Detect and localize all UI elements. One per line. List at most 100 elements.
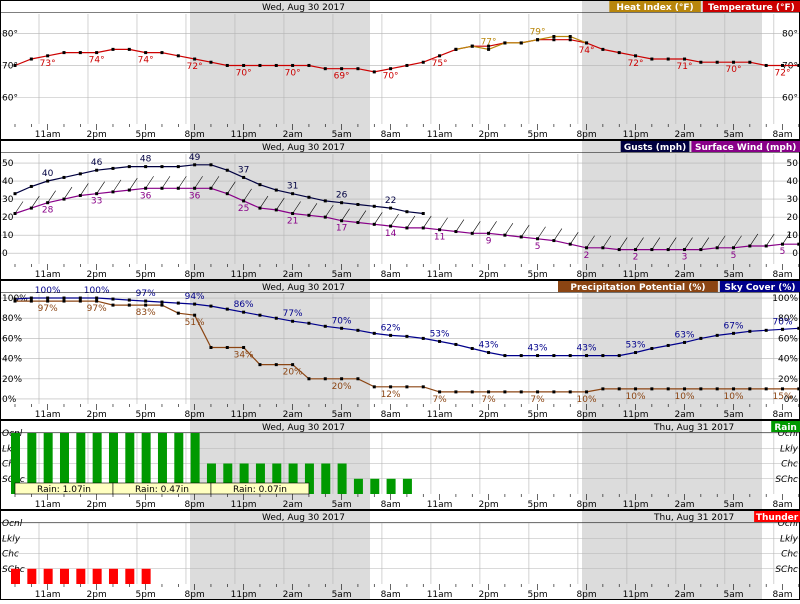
data-point: [503, 390, 507, 394]
data-point: [797, 63, 800, 67]
rain-amount-label: Rain: 0.07in: [233, 485, 287, 495]
x-tick-label: 11pm: [623, 130, 649, 140]
x-tick-label: 5am: [724, 130, 744, 140]
x-tick-label: 2am: [283, 590, 303, 600]
data-point: [601, 387, 605, 391]
data-point: [683, 340, 687, 344]
data-point: [274, 316, 278, 320]
data-point: [13, 299, 17, 303]
y-tick-label-right: Lkly: [780, 534, 799, 544]
data-point: [519, 390, 523, 394]
wind-barb-icon: [716, 235, 726, 248]
data-point: [340, 377, 344, 381]
data-point: [225, 168, 229, 172]
data-point: [193, 163, 197, 167]
data-label: 11: [434, 233, 445, 243]
y-tick-label-left: Ocnl: [2, 519, 23, 529]
data-point: [536, 354, 540, 358]
data-point: [438, 54, 442, 58]
data-point: [209, 345, 213, 349]
data-point: [372, 70, 376, 74]
night-band: [582, 510, 762, 600]
bar-rain: [288, 463, 298, 494]
night-band: [190, 140, 370, 280]
data-label: 43%: [528, 344, 548, 354]
y-tick-label-left: 20%: [2, 375, 22, 385]
data-label: 3: [682, 253, 688, 263]
y-tick-label-right: 0: [792, 249, 798, 259]
data-point: [421, 212, 425, 216]
x-tick-label: 8pm: [576, 270, 596, 280]
data-point: [258, 183, 262, 187]
wind-barb-icon: [63, 186, 73, 200]
data-point: [242, 345, 246, 349]
data-label: 2: [633, 253, 639, 263]
data-label: 79°: [530, 28, 546, 38]
data-point: [732, 60, 736, 64]
wind-barb-icon: [14, 201, 24, 214]
x-tick-label: 11am: [427, 500, 453, 510]
data-label: 40: [42, 169, 54, 179]
data-point: [715, 60, 719, 64]
y-tick-label-left: 0%: [2, 395, 17, 405]
data-point: [519, 354, 523, 358]
x-tick-label: 11pm: [231, 130, 257, 140]
data-point: [601, 47, 605, 51]
x-tick-label: 2pm: [87, 130, 107, 140]
bar-rain: [59, 433, 69, 494]
legend-label: Surface Wind (mph): [695, 143, 796, 153]
x-tick-label: 5pm: [527, 410, 547, 420]
bar-rain: [11, 433, 20, 494]
wind-barb-icon: [292, 201, 301, 214]
data-label: 53%: [626, 341, 646, 351]
x-tick-label: 5am: [332, 410, 352, 420]
wind-barb-icon: [733, 235, 742, 248]
data-point: [46, 54, 50, 58]
data-point: [144, 303, 148, 307]
wind-barb-icon: [618, 237, 628, 250]
x-tick-label: 11pm: [231, 270, 257, 280]
data-label: 7%: [530, 395, 545, 405]
bar-rain: [157, 433, 167, 494]
data-point: [454, 342, 458, 346]
y-tick-label-left: 60°: [2, 94, 18, 104]
data-label: 10%: [675, 392, 695, 402]
data-point: [291, 63, 295, 67]
x-tick-label: 5pm: [136, 410, 156, 420]
x-tick-label: 11pm: [623, 500, 649, 510]
data-point: [13, 192, 17, 196]
data-point: [650, 346, 654, 350]
x-tick-label: 5am: [332, 500, 352, 510]
data-point: [274, 63, 278, 67]
wind-barb-icon: [96, 181, 105, 194]
data-point: [666, 57, 670, 61]
data-point: [781, 63, 785, 67]
wind-barb-icon: [129, 177, 138, 191]
data-point: [46, 299, 50, 303]
bar-rain: [125, 433, 135, 494]
data-point: [552, 390, 556, 394]
data-point: [193, 57, 197, 61]
wind-barb-icon: [325, 204, 334, 218]
data-point: [764, 63, 768, 67]
data-point: [242, 63, 246, 67]
night-band: [190, 0, 370, 140]
data-point: [340, 326, 344, 330]
legend-box: [609, 1, 701, 12]
data-point: [470, 44, 474, 48]
rain-amount-label: Rain: 1.07in: [37, 485, 91, 495]
wind-barb-icon: [243, 188, 252, 202]
data-label: 77°: [481, 37, 497, 47]
x-tick-label: 2am: [283, 270, 303, 280]
data-label: 12%: [381, 390, 401, 400]
data-label: 33: [91, 197, 102, 207]
data-point: [127, 47, 131, 51]
wind-barb-icon: [145, 176, 154, 189]
data-point: [634, 351, 638, 355]
data-point: [536, 38, 540, 42]
data-point: [127, 165, 131, 169]
data-label: 73°: [40, 59, 56, 69]
data-point: [732, 331, 736, 335]
bar-rain: [370, 478, 380, 494]
